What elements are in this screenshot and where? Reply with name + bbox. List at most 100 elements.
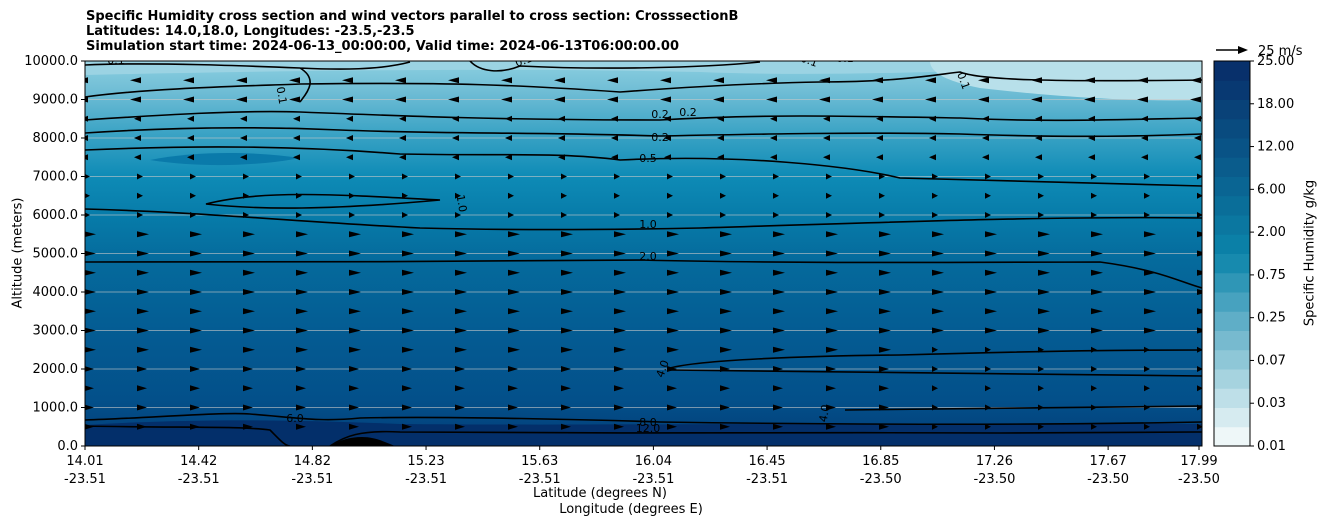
wind-vector xyxy=(395,77,406,84)
wind-vector xyxy=(667,192,673,199)
wind-vector xyxy=(402,385,412,392)
wind-vector xyxy=(85,193,90,199)
wind-vector xyxy=(137,308,149,315)
colorbar-band xyxy=(1214,195,1250,216)
wind-vector xyxy=(879,346,891,353)
wind-vector xyxy=(349,366,359,372)
y-tick-label: 9000.0 xyxy=(33,93,79,108)
wind-vector xyxy=(713,77,724,84)
contour-line-5 xyxy=(85,146,1202,187)
wind-vector xyxy=(773,269,785,276)
wind-vector xyxy=(561,327,573,334)
wind-vector xyxy=(402,212,408,218)
contour-line-13 xyxy=(85,425,291,446)
x-tick-label-lat: 16.45 xyxy=(748,454,785,469)
colorbar-band xyxy=(1214,272,1250,293)
contour-label: 0.1 xyxy=(274,86,290,105)
wind-vector xyxy=(1035,135,1042,141)
wind-vector xyxy=(985,289,997,295)
wind-vector xyxy=(85,115,88,122)
colorbar-band xyxy=(1214,61,1250,81)
contour-label: 1.0 xyxy=(454,194,470,213)
wind-vector xyxy=(720,269,732,276)
wind-vector xyxy=(770,135,777,141)
wind-vector xyxy=(773,346,785,353)
wind-vector xyxy=(190,192,196,199)
wind-vector xyxy=(826,173,832,180)
wind-vector xyxy=(554,96,565,103)
wind-vector xyxy=(667,423,677,430)
wind-vector xyxy=(1084,96,1095,103)
wind-vector xyxy=(1144,327,1156,334)
wind-vector xyxy=(766,96,777,103)
wind-vector xyxy=(773,308,785,315)
wind-vector xyxy=(187,135,194,141)
wind-vector xyxy=(932,192,938,199)
wind-vector xyxy=(558,135,565,141)
wind-vector xyxy=(190,346,202,353)
wind-vector xyxy=(667,327,679,334)
wind-vector xyxy=(561,308,573,315)
wind-vector xyxy=(1144,385,1150,392)
wind-vector xyxy=(561,192,567,199)
contour-label: 12.0 xyxy=(636,422,661,435)
colorbar-band xyxy=(1214,176,1250,197)
wind-vector xyxy=(455,366,465,372)
wind-vector xyxy=(236,96,247,103)
wind-vector xyxy=(399,135,406,141)
wind-vector xyxy=(190,173,196,180)
wind-vector xyxy=(402,250,414,257)
wind-vector xyxy=(508,212,514,218)
wind-vector xyxy=(508,404,518,411)
wind-vector xyxy=(819,77,830,84)
wind-vector xyxy=(879,308,891,315)
wind-vector xyxy=(614,231,626,238)
wind-vector xyxy=(982,135,989,141)
wind-vector xyxy=(826,327,838,334)
wind-vector xyxy=(455,250,467,257)
wind-vector xyxy=(1197,212,1202,218)
x-tick-label-lon: -23.51 xyxy=(746,472,788,487)
wind-vector xyxy=(349,346,361,353)
wind-vector xyxy=(561,423,571,430)
y-tick-label: 5000.0 xyxy=(33,247,79,262)
wind-vector xyxy=(240,154,247,161)
wind-vector xyxy=(826,404,836,411)
wind-vector xyxy=(872,96,883,103)
wind-vector xyxy=(452,154,459,161)
contour-line-4 xyxy=(85,127,1202,138)
wind-vector xyxy=(243,423,253,430)
wind-vector xyxy=(985,173,991,180)
wind-vector xyxy=(402,231,414,238)
wind-vector xyxy=(137,173,143,180)
wind-vector xyxy=(1197,404,1202,411)
wind-vector xyxy=(508,250,520,257)
contour-label: 2.0 xyxy=(639,250,657,263)
wind-vector xyxy=(826,192,832,199)
wind-vector xyxy=(1091,385,1097,392)
contour-line-6 xyxy=(205,193,441,209)
wind-vector xyxy=(773,173,779,180)
wind-vector xyxy=(402,346,414,353)
wind-vector xyxy=(667,385,677,392)
y-tick-label: 6000.0 xyxy=(33,208,79,223)
wind-vector xyxy=(134,115,141,122)
wind-vector xyxy=(664,115,671,122)
wind-vector xyxy=(1035,154,1042,161)
wind-vector xyxy=(925,96,936,103)
wind-vector xyxy=(293,154,300,161)
field-band-moist-pocket xyxy=(150,153,300,166)
wind-vector xyxy=(85,424,94,430)
contour-line-10 xyxy=(669,369,1202,377)
contour-line-8 xyxy=(85,259,1202,289)
wind-vector xyxy=(766,77,777,84)
wind-vector xyxy=(823,135,830,141)
wind-vector xyxy=(190,404,200,411)
wind-vector xyxy=(978,77,989,84)
wind-vector xyxy=(1038,173,1044,180)
wind-vector xyxy=(717,154,724,161)
wind-vector xyxy=(879,327,891,334)
wind-vector xyxy=(611,154,618,161)
wind-vector xyxy=(399,115,406,122)
wind-vector xyxy=(508,269,520,276)
